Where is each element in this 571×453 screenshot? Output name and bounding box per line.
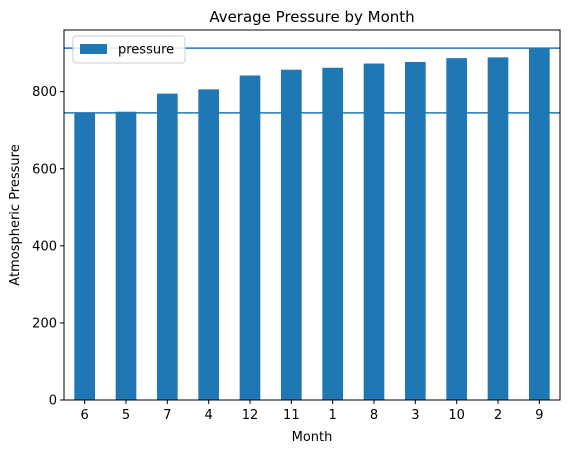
chart-title: Average Pressure by Month [209,8,414,26]
x-tick-label: 5 [122,408,130,423]
y-tick-label: 0 [49,394,57,409]
x-tick-label: 12 [242,408,259,423]
x-axis-label: Month [292,430,333,445]
bar-5 [115,111,137,400]
x-tick-label: 4 [205,408,213,423]
y-tick-label: 800 [32,85,57,100]
bar-8 [363,63,385,400]
legend-swatch [80,44,107,54]
plot-frame [63,29,561,401]
bar-9 [529,48,550,400]
x-tick-label: 2 [494,408,502,423]
bar-11 [281,69,302,401]
x-tick-label: 11 [283,408,300,423]
bar-7 [157,93,178,400]
x-tick-label: 1 [329,408,337,423]
y-axis-label: Atmospheric Pressure [8,144,23,285]
x-tick-label: 9 [535,408,543,423]
x-tick-label: 3 [411,408,419,423]
bar-12 [239,75,261,401]
bar-4 [198,89,219,401]
y-axis-ticks: 0 200 400 600 800 [32,85,64,409]
y-tick-label: 600 [32,162,57,177]
x-tick-label: 8 [370,408,378,423]
bar-3 [405,61,426,400]
y-tick-label: 400 [32,239,57,254]
x-tick-label: 6 [81,408,89,423]
bars-group [74,48,550,401]
x-tick-label: 7 [163,408,171,423]
legend: pressure [72,35,186,64]
x-tick-label: 10 [448,408,465,423]
legend-label: pressure [118,43,174,58]
bar-1 [322,67,343,400]
legend-frame [72,35,186,64]
bar-10 [446,58,467,401]
bar-6 [74,112,95,400]
bar-2 [487,57,509,400]
x-axis-ticks: 6 5 7 4 12 11 1 8 3 10 2 9 [81,400,543,423]
y-tick-label: 200 [32,316,57,331]
